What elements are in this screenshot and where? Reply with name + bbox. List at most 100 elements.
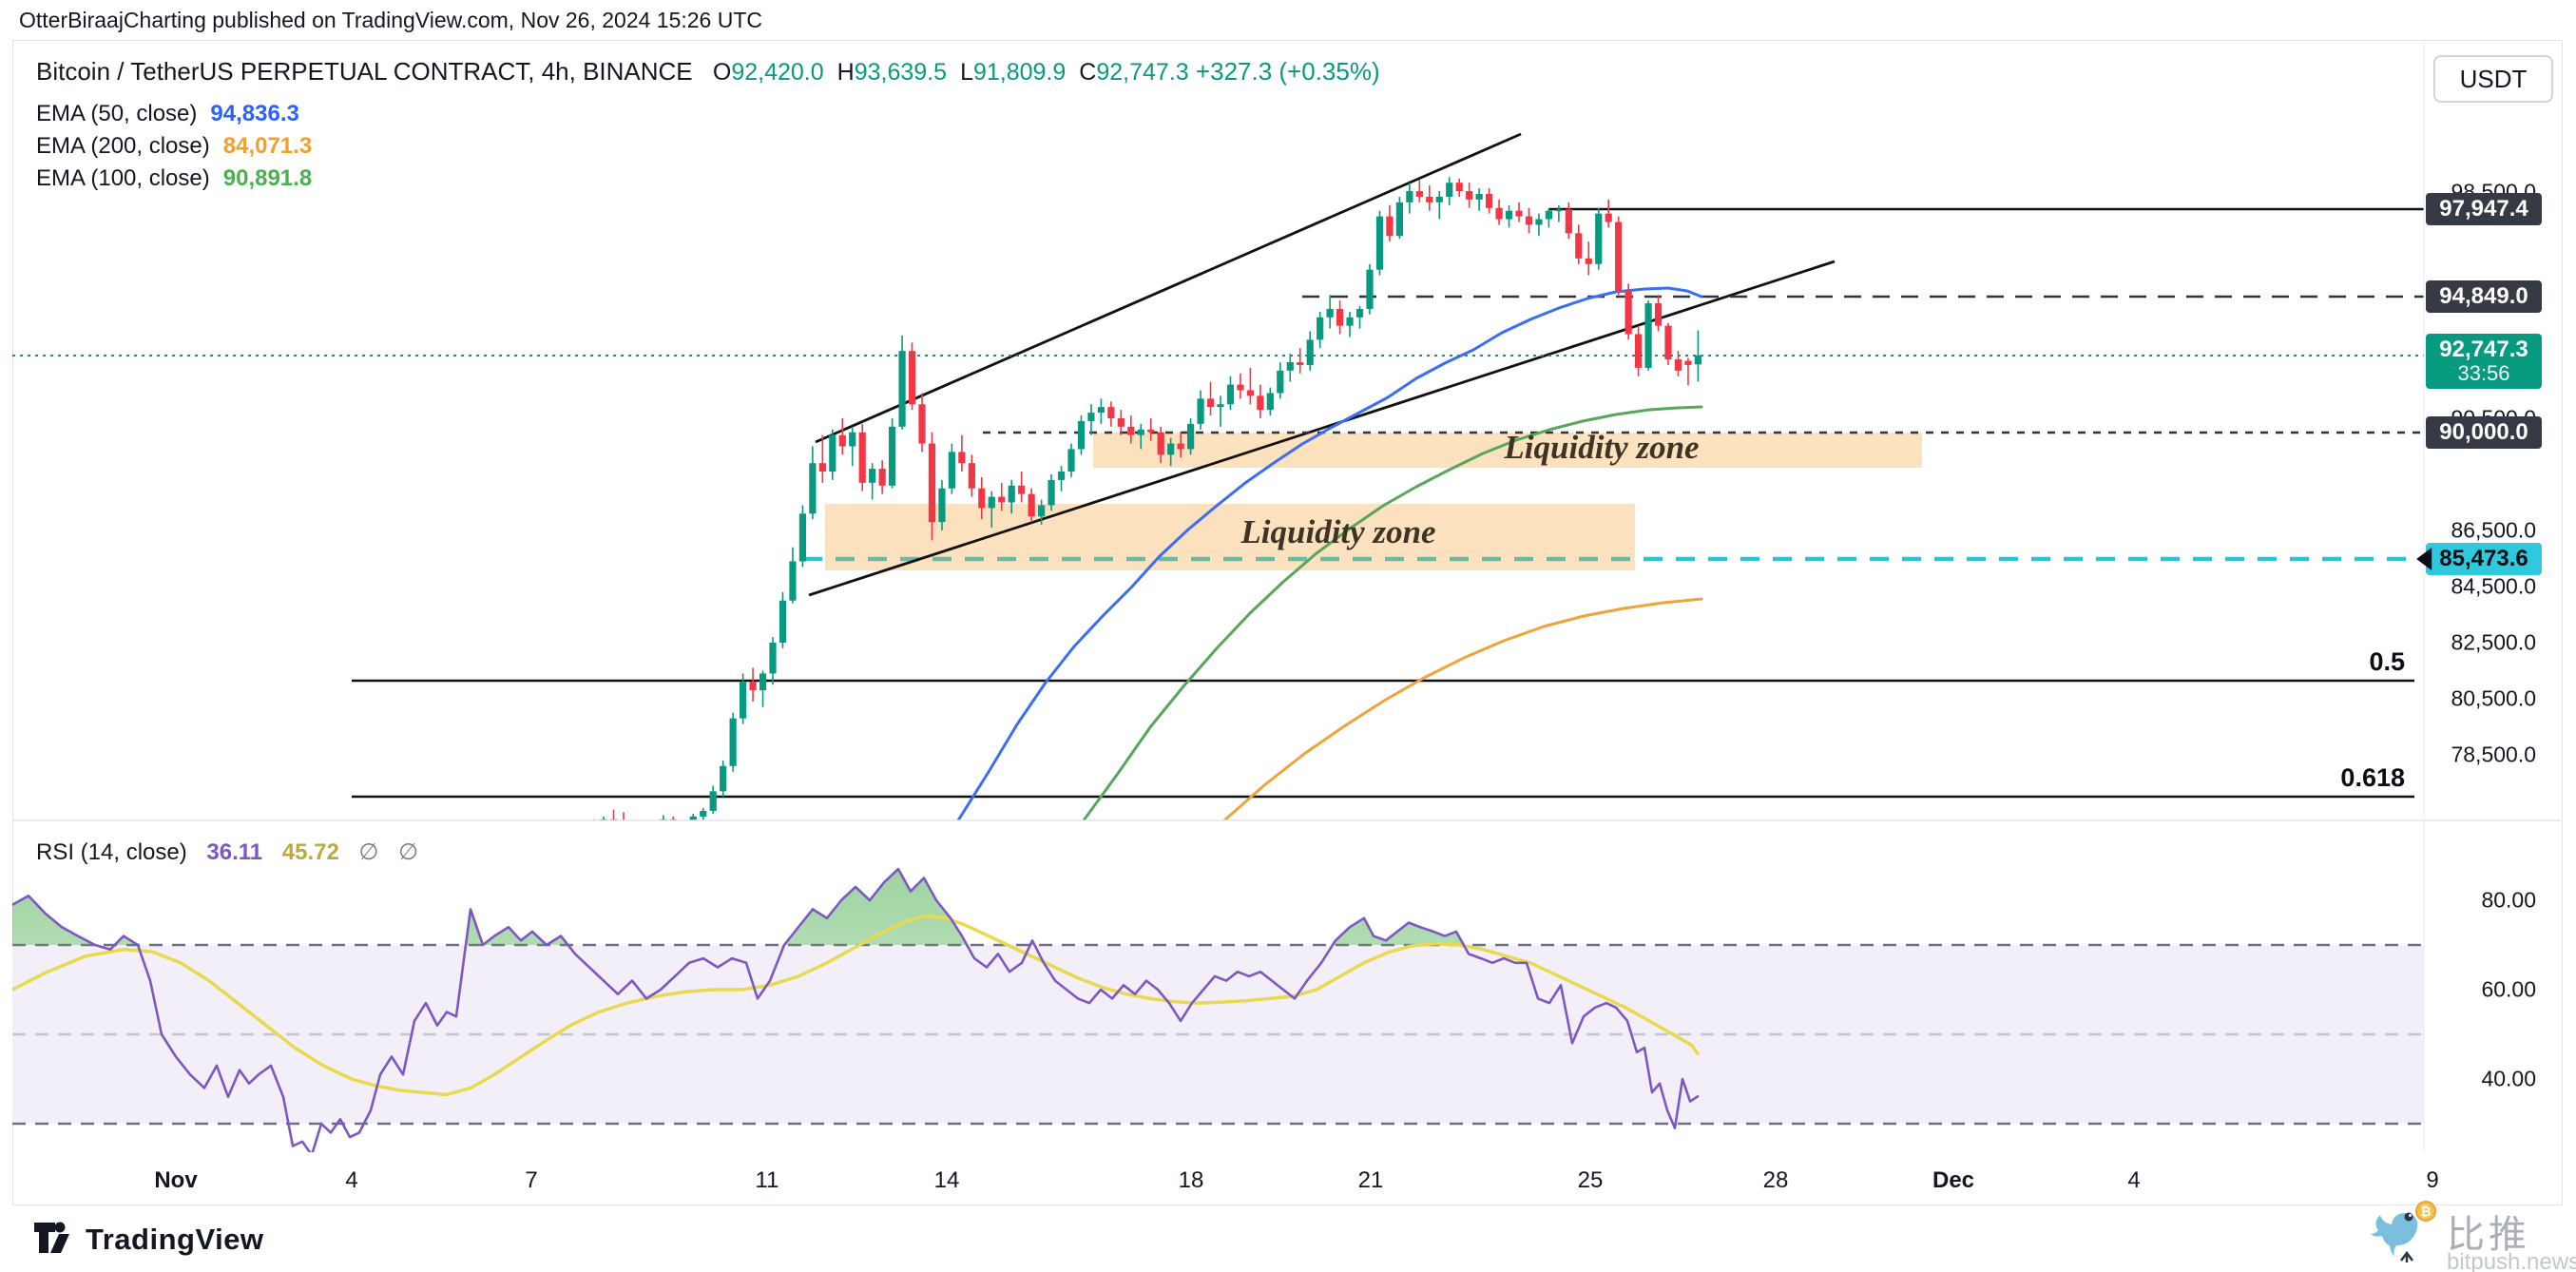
change-value: +327.3 (+0.35%)	[1195, 57, 1380, 86]
ohlc-letter: C	[1079, 59, 1097, 86]
ema50-curve	[956, 286, 1703, 820]
candle-body	[1346, 317, 1354, 326]
candle-body	[978, 488, 986, 509]
badge-price-text: 92,747.3	[2439, 337, 2528, 362]
time-tick-label: 28	[1762, 1167, 1789, 1193]
rsi-curve	[12, 867, 1700, 1152]
candle-body	[749, 682, 757, 691]
time-tick-label: Dec	[1932, 1167, 1975, 1193]
fib-label: 0.618	[2340, 763, 2405, 792]
time-tick-label: 4	[2127, 1167, 2141, 1193]
candle-body	[798, 513, 807, 562]
candle-body	[740, 682, 747, 719]
ohlc-letter: L	[960, 59, 973, 86]
candle-body	[720, 765, 727, 792]
rsi-empty-icon: ∅	[398, 839, 419, 865]
candle-body	[1326, 308, 1334, 318]
ohlc-letter: H	[836, 59, 855, 86]
candle-body	[1635, 334, 1643, 368]
attribution-text: OtterBiraajCharting published on Trading…	[19, 8, 763, 32]
candle-body	[1366, 269, 1374, 309]
candle-body	[640, 834, 646, 842]
ohlc-value: 93,639.5	[854, 59, 948, 86]
candle-body	[700, 810, 707, 817]
candle-body	[1565, 209, 1572, 234]
candle-body	[1654, 303, 1663, 326]
candle-body	[1048, 479, 1055, 506]
candle-body	[838, 434, 846, 447]
candle-body	[948, 452, 956, 489]
candle-body	[818, 463, 826, 472]
candle-body	[1395, 202, 1404, 237]
indicator-row[interactable]: EMA (50, close) 94,836.3	[36, 101, 299, 127]
bitpush-bird-icon: ₿	[2371, 1201, 2436, 1262]
candle-body	[898, 351, 906, 427]
liquidity-zone-label: Liquidity zone	[1504, 429, 1700, 466]
ema200-curve	[1222, 597, 1703, 820]
liquidity-zone-rect	[1093, 433, 1922, 468]
candle-body	[1266, 393, 1274, 411]
candle-body	[1435, 196, 1443, 202]
indicator-row[interactable]: EMA (100, close) 90,891.8	[36, 165, 312, 192]
symbol-title-row[interactable]: Bitcoin / TetherUS PERPETUAL CONTRACT, 4…	[36, 57, 1380, 87]
price-tick-label: 86,500.0	[2451, 517, 2536, 543]
level-90000-badge: 90,000.0	[2426, 416, 2542, 449]
rsi-tick-label: 60.00	[2481, 976, 2536, 1002]
candle-body	[1157, 432, 1164, 455]
ema100-curve	[1082, 405, 1703, 820]
rsi-legend[interactable]: RSI (14, close) 36.11 45.72 ∅ ∅	[36, 838, 418, 866]
candle-body	[1237, 384, 1244, 391]
badge-price-text: 94,849.0	[2439, 283, 2528, 309]
candle-body	[1455, 183, 1463, 192]
rsi-tick-label: 40.00	[2481, 1066, 2536, 1091]
candle-body	[1426, 196, 1433, 202]
candle-body	[1107, 407, 1115, 418]
candle-body	[1575, 233, 1583, 259]
bitpush-watermark: ₿ 比推 bitpush.news	[2369, 1200, 2576, 1272]
candle-body	[1515, 210, 1523, 217]
badge-arrow-icon	[2416, 548, 2432, 570]
candle-body	[1336, 308, 1344, 326]
badge-price-text: 85,473.6	[2439, 546, 2528, 571]
candle-body	[630, 828, 637, 842]
candle-body	[1486, 194, 1493, 208]
resistance-price-badge: 97,947.4	[2426, 193, 2542, 225]
indicator-row[interactable]: EMA (200, close) 84,071.3	[36, 133, 312, 160]
candle-body	[709, 791, 717, 811]
candle-body	[1475, 194, 1483, 200]
rsi-ma-curve	[12, 914, 1700, 1097]
candle-body	[1605, 213, 1612, 222]
candle-body	[1008, 485, 1015, 503]
ohlc-value: 91,809.9	[972, 59, 1067, 86]
candle-body	[1087, 413, 1095, 421]
candle-body	[908, 351, 916, 405]
ohlc-value: 92,420.0	[731, 59, 824, 86]
candle-body	[1127, 426, 1135, 435]
ohlc-values: O92,420.0 H93,639.5 L91,809.9 C92,747.3	[700, 59, 1189, 86]
bitpush-domain-text: bitpush.news	[2447, 1249, 2576, 1272]
candle-body	[1117, 417, 1125, 427]
indicator-value: 84,071.3	[222, 133, 313, 159]
trend-line	[815, 132, 1522, 444]
candle-body	[1067, 449, 1075, 472]
price-tick-label: 80,500.0	[2451, 685, 2536, 711]
fib-label: 0.5	[2369, 647, 2405, 676]
time-tick-label: 9	[2426, 1167, 2439, 1193]
candle-body	[1277, 370, 1284, 394]
tradingview-logo[interactable]: TradingView	[34, 1221, 264, 1259]
currency-toggle-button[interactable]: USDT	[2433, 55, 2553, 103]
candle-body	[958, 452, 966, 464]
candle-body	[1057, 472, 1066, 480]
rsi-value: 36.11	[206, 839, 263, 865]
candle-body	[689, 816, 697, 820]
candle-body	[1038, 505, 1046, 517]
candle-body	[729, 718, 737, 766]
candle-body	[1226, 384, 1235, 405]
candle-body	[1505, 210, 1513, 220]
candle-body	[1684, 360, 1692, 365]
time-tick-label: 21	[1357, 1167, 1384, 1193]
candle-body	[1644, 303, 1652, 368]
candle-body	[1415, 191, 1423, 197]
